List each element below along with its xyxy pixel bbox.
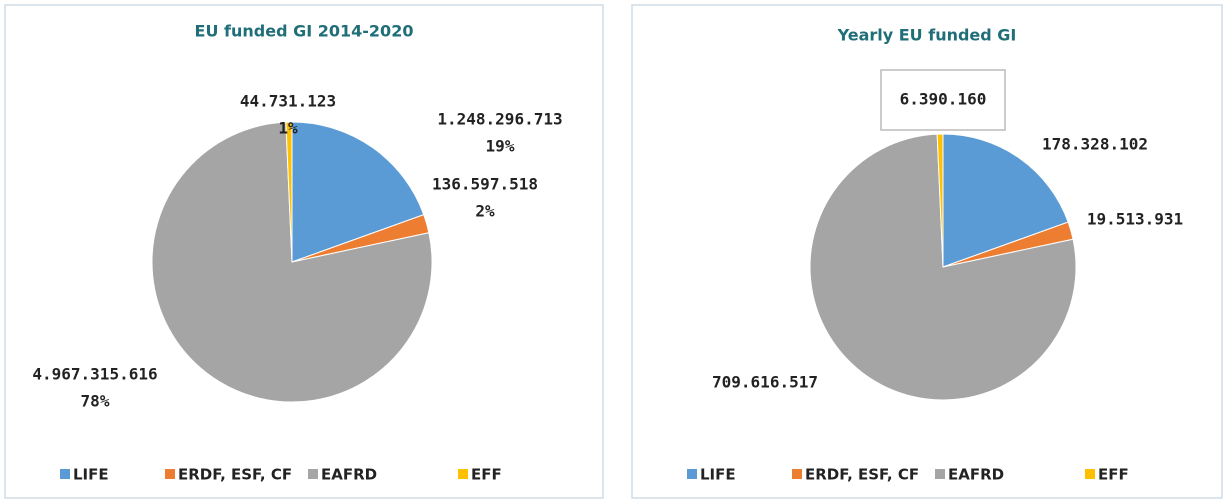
pie-slice bbox=[285, 121, 293, 263]
percent-label: 1% bbox=[278, 119, 298, 138]
percent-label: 19% bbox=[486, 137, 515, 156]
data-label: 1.248.296.713 bbox=[437, 110, 562, 129]
percent-label: 78% bbox=[81, 392, 110, 411]
legend-label: ERDF, ESF, CF bbox=[805, 466, 919, 484]
pie-slice bbox=[291, 121, 425, 263]
data-label: 19.513.931 bbox=[1087, 210, 1183, 229]
legend-label: EAFRD bbox=[321, 466, 377, 484]
legend-swatch bbox=[792, 469, 802, 479]
legend-label: ERDF, ESF, CF bbox=[178, 466, 292, 484]
percent-label: 2% bbox=[475, 202, 495, 221]
legend-label: EAFRD bbox=[948, 466, 1004, 484]
pie-slice bbox=[151, 121, 433, 403]
legend-swatch bbox=[935, 469, 945, 479]
label-box bbox=[880, 69, 1006, 131]
pie-slice bbox=[942, 133, 1069, 268]
legend-swatch bbox=[687, 469, 697, 479]
pie-slice bbox=[809, 133, 1077, 401]
legend-swatch bbox=[60, 469, 70, 479]
legend-swatch bbox=[1085, 469, 1095, 479]
legend-label: EFF bbox=[471, 466, 502, 484]
data-label: 136.597.518 bbox=[432, 175, 538, 194]
legend-swatch bbox=[308, 469, 318, 479]
data-label: 6.390.160 bbox=[900, 90, 987, 109]
data-label: 178.328.102 bbox=[1042, 135, 1148, 154]
chart-title: Yearly EU funded GI bbox=[837, 26, 1017, 45]
legend-label: LIFE bbox=[73, 466, 109, 484]
data-label: 709.616.517 bbox=[712, 373, 818, 392]
pie-slice bbox=[936, 133, 944, 268]
chart-title: EU funded GI 2014-2020 bbox=[195, 22, 414, 41]
data-label: 4.967.315.616 bbox=[32, 365, 157, 384]
legend-swatch bbox=[458, 469, 468, 479]
legend-swatch bbox=[165, 469, 175, 479]
data-label: 44.731.123 bbox=[240, 92, 336, 111]
legend-label: EFF bbox=[1098, 466, 1129, 484]
legend-label: LIFE bbox=[700, 466, 736, 484]
